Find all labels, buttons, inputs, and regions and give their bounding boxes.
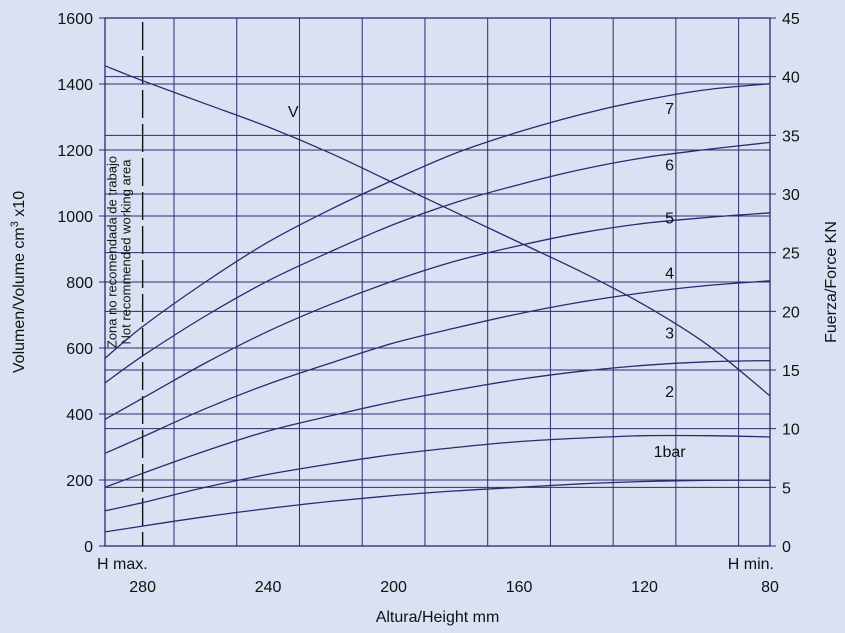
curves [104, 65, 771, 533]
x-tick-label: 280 [129, 579, 156, 596]
right-tick-label: 20 [782, 304, 800, 321]
force-curve-2 [104, 434, 771, 512]
h-min-label: H min. [728, 556, 774, 573]
left-axis-ticks: 0 200 400 600 800 1000 1200 1400 1600 [57, 11, 105, 556]
left-tick-label: 200 [66, 473, 93, 490]
x-axis-label: Altura/Height mm [376, 609, 500, 626]
force-curve-4 [104, 280, 771, 454]
force-curve-label: 4 [665, 265, 674, 282]
h-max-label: H max. [97, 556, 148, 573]
left-tick-label: 800 [66, 275, 93, 292]
volume-curve-label: V [288, 104, 299, 121]
force-curve-label: 3 [665, 325, 674, 342]
left-tick-label: 0 [84, 539, 93, 556]
force-curve-label: 6 [665, 158, 674, 175]
right-tick-label: 10 [782, 422, 800, 439]
x-tick-label: 240 [255, 579, 282, 596]
left-tick-label: 1200 [57, 143, 93, 160]
right-tick-label: 45 [782, 11, 800, 28]
right-tick-label: 25 [782, 246, 800, 263]
left-tick-label: 1600 [57, 11, 93, 28]
left-axis-label: Volumen/Volume cm3 x10 [9, 191, 28, 373]
left-tick-label: 600 [66, 341, 93, 358]
left-tick-label: 1000 [57, 209, 93, 226]
zone-label-english: Not recommended working area [119, 159, 134, 345]
left-axis-label-superscript: 3 [9, 221, 21, 227]
right-tick-label: 0 [782, 539, 791, 556]
right-axis-grid [105, 76, 770, 488]
force-curve-7 [104, 83, 771, 359]
force-curve-6 [104, 141, 771, 384]
volume-curve [104, 65, 771, 397]
x-tick-label: 200 [380, 579, 407, 596]
zone-label-spanish: Zona no recomendada de trabajo [105, 156, 120, 348]
force-curve-1bar [104, 479, 771, 533]
grid [105, 18, 770, 546]
right-axis-label: Fuerza/Force KN [823, 221, 840, 343]
right-tick-label: 15 [782, 363, 800, 380]
force-curve-label: 7 [665, 101, 674, 118]
not-recommended-zone: Zona no recomendada de trabajo Not recom… [105, 22, 144, 546]
right-tick-label: 35 [782, 128, 800, 145]
x-axis-ticks: 280 240 200 160 120 80 [129, 579, 779, 596]
force-curve-label: 2 [665, 384, 674, 401]
right-tick-label: 5 [782, 480, 791, 497]
left-tick-label: 400 [66, 407, 93, 424]
right-tick-label: 30 [782, 187, 800, 204]
left-axis-label-main: Volumen/Volume cm [11, 227, 28, 373]
x-tick-label: 120 [631, 579, 658, 596]
x-tick-label: 80 [761, 579, 779, 596]
right-tick-label: 40 [782, 70, 800, 87]
x-tick-label: 160 [506, 579, 533, 596]
force-curve-label: 1bar [654, 444, 687, 461]
left-tick-label: 1400 [57, 77, 93, 94]
force-curve-label: 5 [665, 210, 674, 227]
force-curve-3 [104, 359, 771, 488]
left-axis-label-suffix: x10 [11, 191, 28, 221]
curve-labels: V 1bar 2 3 4 5 6 7 [288, 101, 686, 461]
force-curve-5 [104, 212, 771, 420]
right-axis-ticks: 0 5 10 15 20 25 30 35 40 45 [770, 11, 800, 556]
